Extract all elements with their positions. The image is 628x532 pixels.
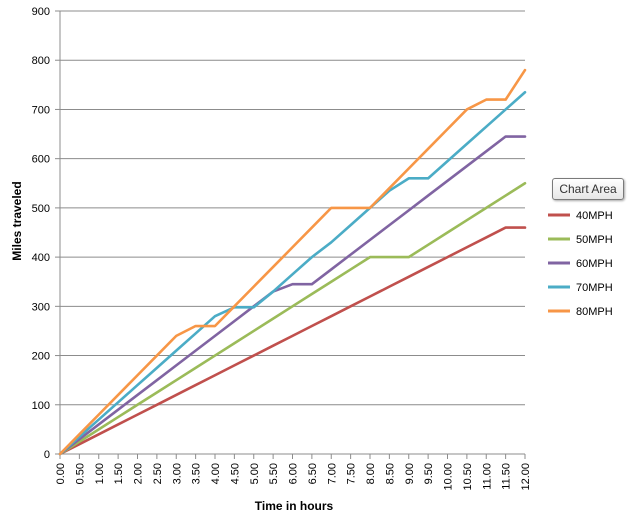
x-tick-label: 7.00 <box>326 463 338 484</box>
series-line-50mph <box>58 181 527 456</box>
x-tick-label: 3.00 <box>171 463 183 484</box>
x-tick-label: 9.50 <box>423 463 435 484</box>
series-lines <box>58 68 527 456</box>
y-tick-label: 400 <box>32 252 50 264</box>
x-tick-label: 0.50 <box>74 463 86 484</box>
y-axis-title: Miles traveled <box>10 181 24 260</box>
y-tick-label: 500 <box>32 203 50 215</box>
x-tick-label: 5.50 <box>268 463 280 484</box>
x-tick-label: 4.00 <box>210 463 222 484</box>
x-tick-label: 8.00 <box>365 463 377 484</box>
legend-label: 50MPH <box>576 234 613 246</box>
series-line-80mph <box>58 68 527 456</box>
x-tick-label: 0.00 <box>55 463 67 484</box>
y-tick-label: 0 <box>44 449 50 461</box>
x-tick-label: 2.00 <box>133 463 145 484</box>
x-tick-label: 6.50 <box>307 463 319 484</box>
y-tick-label: 100 <box>32 400 50 412</box>
x-tick-label: 8.50 <box>384 463 396 484</box>
x-tick-label: 2.50 <box>152 463 164 484</box>
y-tick-label: 900 <box>32 6 50 18</box>
x-tick-label: 7.50 <box>346 463 358 484</box>
legend-label: 80MPH <box>576 306 613 318</box>
series-line-40mph <box>58 226 527 456</box>
legend-label: 60MPH <box>576 258 613 270</box>
chart-area-tooltip: Chart Area <box>552 178 624 200</box>
x-tick-label: 3.50 <box>191 463 203 484</box>
x-tick-label: 1.50 <box>113 463 125 484</box>
x-tick-label: 6.00 <box>288 463 300 484</box>
y-tick-label: 200 <box>32 351 50 363</box>
x-tick-label: 9.00 <box>404 463 416 484</box>
x-tick-label: 5.00 <box>249 463 261 484</box>
y-tick-label: 600 <box>32 154 50 166</box>
legend: 40MPH 50MPH 60MPH 70MPH 80MPH <box>548 210 613 318</box>
x-tick-label: 10.00 <box>443 463 455 491</box>
series-line-60mph <box>58 135 527 456</box>
x-tick-label: 12.00 <box>520 463 532 491</box>
y-tick-label: 800 <box>32 55 50 67</box>
x-tick-label: 11.50 <box>501 463 513 490</box>
legend-label: 70MPH <box>576 282 613 294</box>
x-axis-title: Time in hours <box>255 499 334 513</box>
x-tick-label: 1.00 <box>94 463 106 484</box>
x-tick-label: 4.50 <box>229 463 241 484</box>
legend-label: 40MPH <box>576 210 613 222</box>
y-tick-label: 300 <box>32 301 50 313</box>
gridlines <box>60 10 525 406</box>
y-tick-label: 700 <box>32 104 50 116</box>
axes: 0 100 200 300 400 500 600 700 800 900 0.00 0.50 1.00… <box>32 6 532 491</box>
x-tick-label: 11.00 <box>481 463 493 490</box>
series-line-70mph <box>58 90 527 456</box>
x-tick-label: 10.50 <box>462 463 474 491</box>
